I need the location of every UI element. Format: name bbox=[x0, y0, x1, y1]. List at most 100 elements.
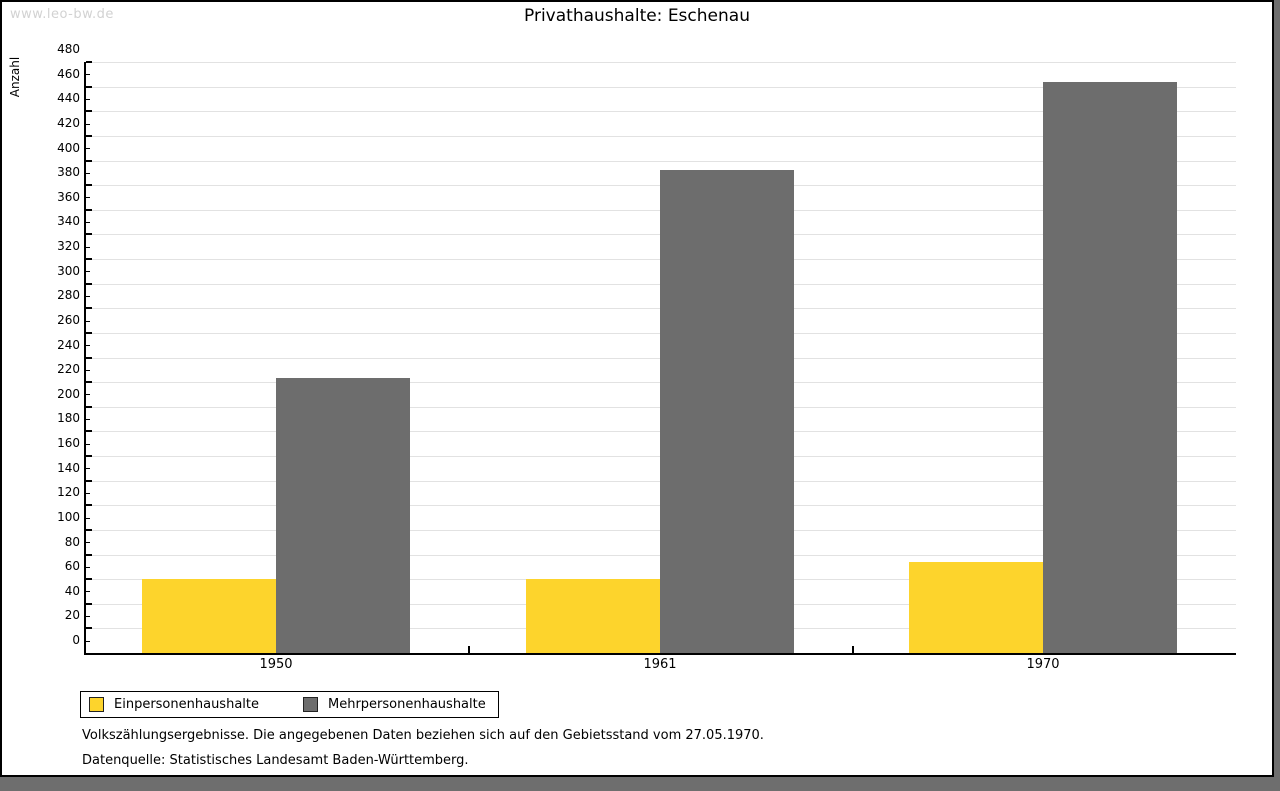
y-minor-tick-50 bbox=[86, 591, 90, 593]
y-major-tick-420 bbox=[86, 134, 92, 137]
y-major-tick-40 bbox=[86, 602, 92, 605]
y-major-tick-200 bbox=[86, 405, 92, 408]
x-tick-label-1970: 1970 bbox=[1026, 657, 1060, 672]
y-tick-label-440: 440 bbox=[57, 91, 80, 106]
y-minor-tick-370 bbox=[86, 197, 90, 199]
y-minor-tick-250 bbox=[86, 345, 90, 347]
y-major-tick-400 bbox=[86, 159, 92, 162]
y-tick-label-480: 480 bbox=[57, 42, 80, 56]
y-minor-tick-150 bbox=[86, 468, 90, 470]
y-minor-tick-350 bbox=[86, 222, 90, 224]
y-major-tick-480 bbox=[86, 61, 92, 63]
gridline-y-460 bbox=[86, 86, 1236, 88]
y-tick-label-80: 80 bbox=[64, 534, 80, 549]
y-tick-label-40: 40 bbox=[64, 583, 80, 598]
plot-area: 0 20 40 60 80 100 120 140 160 180 200 220 240 260 280 3… bbox=[57, 42, 1236, 672]
y-tick-label-20: 20 bbox=[64, 608, 80, 623]
y-tick-label-100: 100 bbox=[57, 509, 80, 524]
y-minor-tick-110 bbox=[86, 517, 90, 519]
y-minor-tick-290 bbox=[86, 295, 90, 297]
y-minor-tick-30 bbox=[86, 616, 90, 618]
bar-mehrpersonenhaushalte-1961 bbox=[660, 170, 794, 653]
y-minor-tick-310 bbox=[86, 271, 90, 273]
legend-entry-einpersonenhaushalte: Einpersonenhaushalte bbox=[89, 697, 259, 712]
bar-einpersonenhaushalte-1950 bbox=[142, 579, 276, 653]
y-minor-tick-10 bbox=[86, 640, 90, 642]
legend: Einpersonenhaushalte Mehrpersonenhaushal… bbox=[80, 691, 499, 718]
y-tick-label-300: 300 bbox=[57, 263, 80, 278]
x-separator-tick-1 bbox=[468, 646, 470, 653]
y-major-tick-60 bbox=[86, 578, 92, 581]
legend-swatch-gray bbox=[303, 697, 318, 712]
gridline-y-400 bbox=[86, 160, 1236, 162]
y-tick-label-160: 160 bbox=[57, 436, 80, 450]
y-major-tick-180 bbox=[86, 430, 92, 433]
y-minor-tick-130 bbox=[86, 492, 90, 494]
y-major-tick-80 bbox=[86, 553, 92, 556]
y-major-tick-160 bbox=[86, 455, 92, 457]
y-major-tick-460 bbox=[86, 85, 92, 88]
y-tick-label-420: 420 bbox=[57, 115, 80, 130]
y-tick-label-180: 180 bbox=[57, 411, 80, 426]
y-major-tick-340 bbox=[86, 233, 92, 236]
y-major-tick-440 bbox=[86, 110, 92, 113]
y-minor-tick-330 bbox=[86, 246, 90, 248]
y-tick-label-60: 60 bbox=[64, 559, 80, 574]
y-major-tick-240 bbox=[86, 356, 92, 359]
y-major-tick-100 bbox=[86, 528, 92, 531]
legend-label: Einpersonenhaushalte bbox=[114, 697, 259, 712]
y-tick-label-380: 380 bbox=[57, 165, 80, 180]
legend-swatch-yellow bbox=[89, 697, 104, 712]
y-tick-label-240: 240 bbox=[57, 337, 80, 352]
y-tick-label-460: 460 bbox=[57, 66, 80, 81]
y-major-tick-140 bbox=[86, 479, 92, 482]
y-tick-label-260: 260 bbox=[57, 312, 80, 327]
y-major-tick-360 bbox=[86, 208, 92, 211]
y-minor-tick-410 bbox=[86, 148, 90, 150]
y-tick-label-0: 0 bbox=[72, 633, 80, 647]
y-tick-label-140: 140 bbox=[57, 460, 80, 475]
y-minor-tick-230 bbox=[86, 369, 90, 371]
gridline-y-480 bbox=[86, 62, 1236, 63]
x-tick-label-1961: 1961 bbox=[643, 657, 677, 672]
gridline-y-420 bbox=[86, 135, 1236, 137]
bar-mehrpersonenhaushalte-1950 bbox=[276, 378, 410, 653]
y-major-tick-260 bbox=[86, 331, 92, 334]
bar-einpersonenhaushalte-1970 bbox=[909, 561, 1043, 653]
gridline-y-440 bbox=[86, 111, 1236, 113]
y-major-tick-280 bbox=[86, 307, 92, 310]
y-minor-tick-390 bbox=[86, 172, 90, 174]
watermark: www.leo-bw.de bbox=[10, 7, 114, 22]
y-major-tick-300 bbox=[86, 282, 92, 285]
bar-mehrpersonenhaushalte-1970 bbox=[1043, 81, 1177, 653]
footer-note-source-period: Volkszählungsergebnisse. Die angegebenen… bbox=[82, 728, 764, 743]
y-tick-label-220: 220 bbox=[57, 362, 80, 377]
y-tick-label-400: 400 bbox=[57, 140, 80, 155]
y-tick-label-340: 340 bbox=[57, 214, 80, 229]
legend-entry-mehrpersonenhaushalte: Mehrpersonenhaushalte bbox=[303, 697, 486, 712]
y-major-tick-220 bbox=[86, 381, 92, 384]
y-tick-label-280: 280 bbox=[57, 288, 80, 303]
y-minor-tick-90 bbox=[86, 542, 90, 544]
chart-panel: www.leo-bw.de Privathaushalte: Eschenau … bbox=[0, 0, 1274, 777]
y-minor-tick-450 bbox=[86, 98, 90, 100]
chart-title: Privathaushalte: Eschenau bbox=[524, 6, 750, 26]
y-major-tick-20 bbox=[86, 627, 92, 630]
y-major-tick-120 bbox=[86, 504, 92, 507]
y-minor-tick-70 bbox=[86, 566, 90, 568]
y-minor-tick-210 bbox=[86, 394, 90, 396]
y-major-tick-380 bbox=[86, 184, 92, 187]
y-minor-tick-190 bbox=[86, 419, 90, 421]
y-tick-label-200: 200 bbox=[57, 386, 80, 401]
x-tick-label-1950: 1950 bbox=[259, 657, 293, 672]
y-tick-label-360: 360 bbox=[57, 189, 80, 204]
legend-label: Mehrpersonenhaushalte bbox=[328, 697, 486, 712]
y-minor-tick-170 bbox=[86, 443, 90, 445]
y-minor-tick-470 bbox=[86, 74, 90, 76]
bar-einpersonenhaushalte-1961 bbox=[526, 579, 660, 653]
footer-note-data-source: Datenquelle: Statistisches Landesamt Bad… bbox=[82, 753, 469, 768]
y-minor-tick-430 bbox=[86, 123, 90, 125]
y-major-tick-320 bbox=[86, 258, 92, 260]
y-tick-label-120: 120 bbox=[57, 485, 80, 500]
y-tick-label-320: 320 bbox=[57, 239, 80, 253]
